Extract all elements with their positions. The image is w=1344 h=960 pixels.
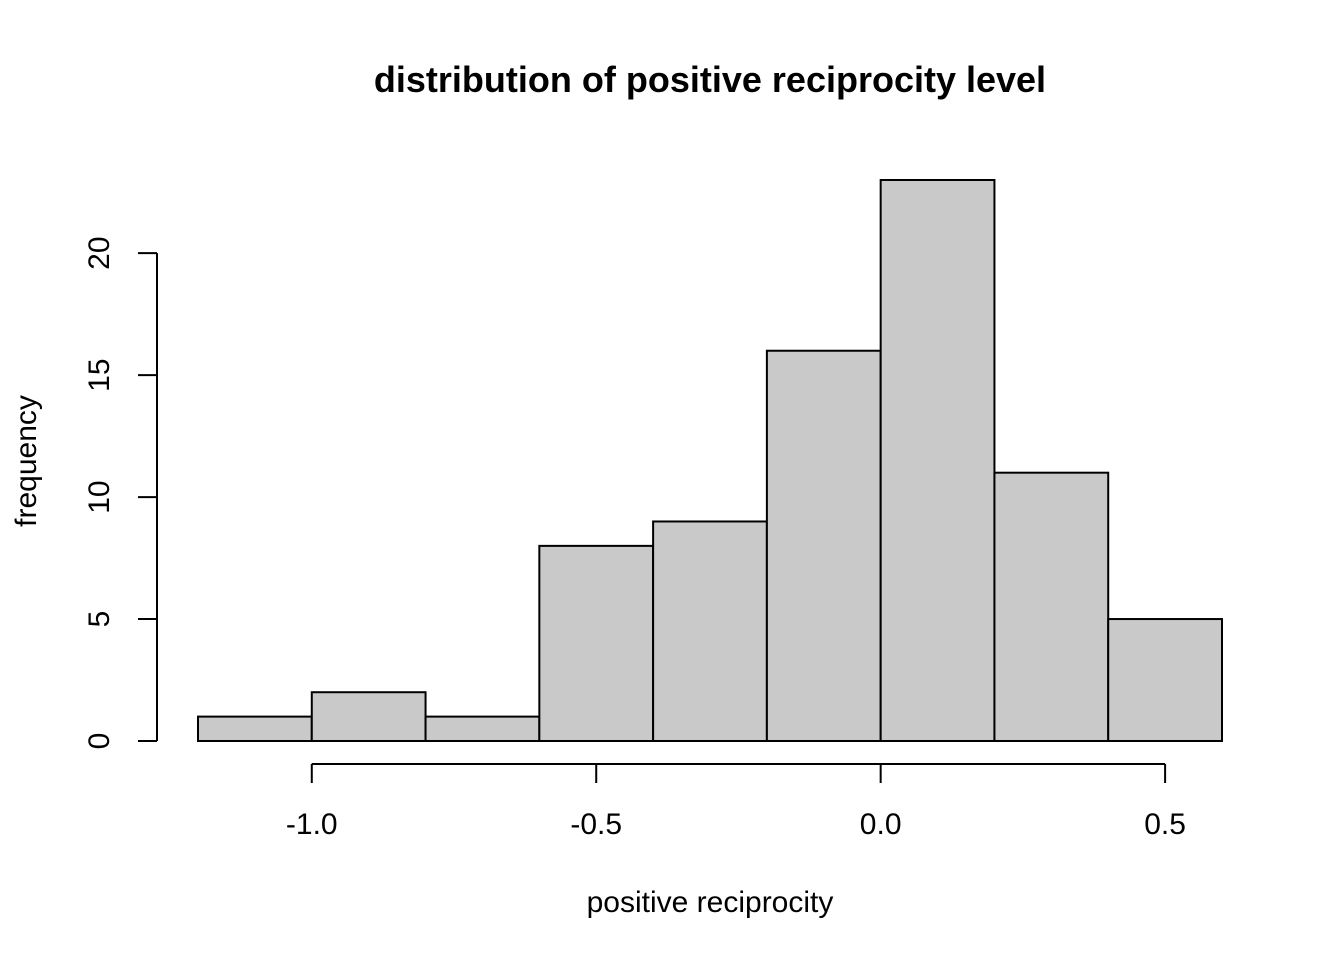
histogram-bar-7 <box>994 473 1108 741</box>
y-tick-label-2: 10 <box>83 480 116 513</box>
y-tick-label-1: 5 <box>83 611 116 628</box>
histogram-bar-6 <box>881 180 995 741</box>
x-tick-label-3: 0.5 <box>1144 808 1186 841</box>
histogram-bar-5 <box>767 351 881 741</box>
chart-title: distribution of positive reciprocity lev… <box>374 59 1046 100</box>
histogram-bar-1 <box>312 692 426 741</box>
y-tick-label-4: 20 <box>83 236 116 269</box>
bars-layer <box>198 180 1222 741</box>
x-tick-label-0: -1.0 <box>286 808 338 841</box>
y-axis-title: frequency <box>10 395 43 527</box>
x-axis-title: positive reciprocity <box>587 886 834 919</box>
x-axis: -1.0 -0.5 0.0 0.5 <box>286 764 1186 841</box>
histogram-bar-4 <box>653 521 767 741</box>
histogram-bar-8 <box>1108 619 1222 741</box>
histogram-bar-2 <box>426 717 540 741</box>
x-tick-label-2: 0.0 <box>860 808 902 841</box>
y-axis: 0 5 10 15 20 <box>83 236 157 749</box>
y-tick-label-3: 15 <box>83 358 116 391</box>
y-tick-label-0: 0 <box>83 733 116 750</box>
x-tick-label-1: -0.5 <box>570 808 622 841</box>
histogram-bar-3 <box>539 546 653 741</box>
histogram-bar-0 <box>198 717 312 741</box>
